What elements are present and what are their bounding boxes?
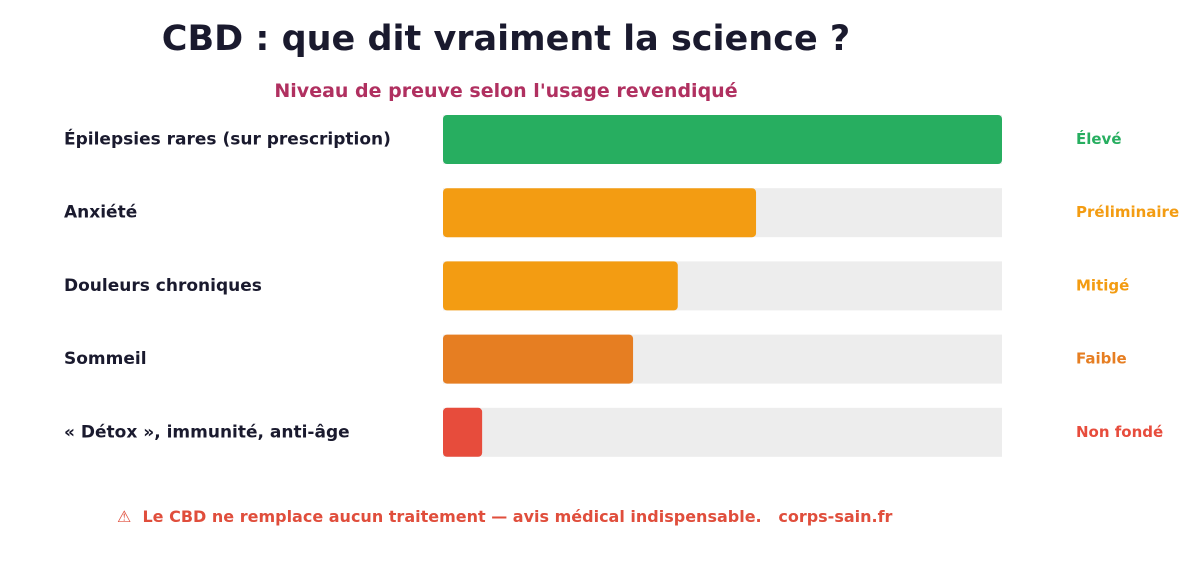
footer-disclaimer: ⚠ Le CBD ne remplace aucun traitement — … xyxy=(117,507,893,526)
bar-track xyxy=(443,407,1002,457)
category-label: Douleurs chroniques xyxy=(64,276,262,296)
bar xyxy=(443,188,757,238)
bar xyxy=(443,334,634,384)
bar xyxy=(443,261,678,311)
category-label: « Détox », immunité, anti-âge xyxy=(64,422,350,442)
chart-subtitle: Niveau de preuve selon l'usage revendiqu… xyxy=(274,80,738,102)
evidence-level-label: Faible xyxy=(1076,350,1127,368)
evidence-level-label: Élevé xyxy=(1076,129,1122,148)
category-label: Épilepsies rares (sur prescription) xyxy=(64,128,391,150)
bar xyxy=(443,407,483,457)
evidence-level-label: Non fondé xyxy=(1076,423,1163,441)
category-label: Anxiété xyxy=(64,203,137,223)
category-label: Sommeil xyxy=(64,349,147,369)
evidence-level-label: Préliminaire xyxy=(1076,203,1179,221)
bar xyxy=(443,115,1002,164)
chart-title: CBD : que dit vraiment la science ? xyxy=(161,19,851,59)
evidence-level-label: Mitigé xyxy=(1076,276,1129,294)
